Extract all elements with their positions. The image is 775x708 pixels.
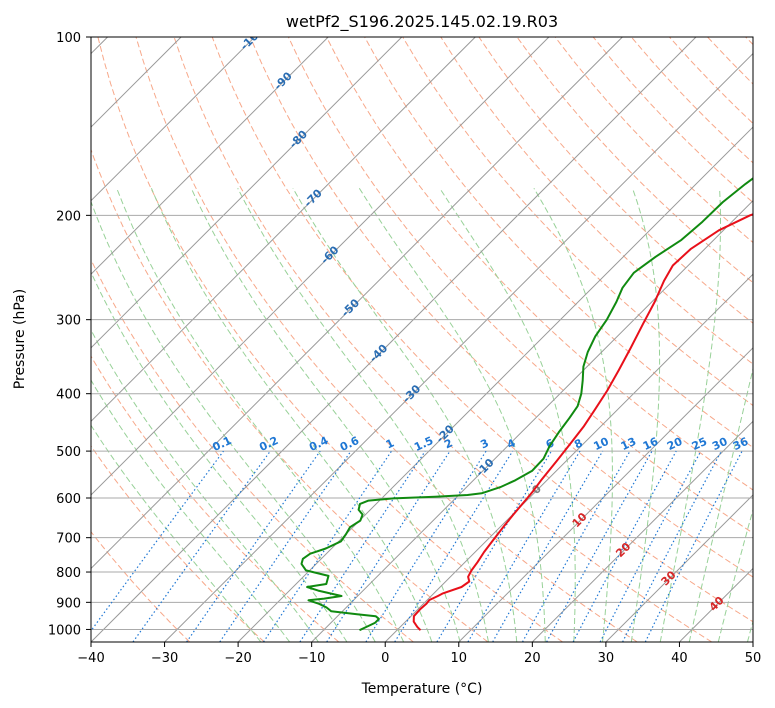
moist-adiabat — [91, 271, 348, 642]
dry-adiabat — [326, 37, 753, 491]
moist-adiabat — [533, 187, 613, 642]
y-axis: 100 200 300 400 500 600 700 800 900 1000 — [48, 31, 91, 638]
x-tick-label: −40 — [77, 651, 104, 666]
y-tick-label: 100 — [56, 31, 81, 46]
mixing-ratio-line — [546, 450, 653, 642]
isotherm — [458, 347, 753, 642]
mixing-ratio-label: 30 — [710, 435, 730, 453]
moist-adiabat — [91, 424, 262, 642]
x-tick-label: 40 — [671, 651, 688, 666]
isotherm — [91, 37, 329, 275]
mixing-ratio-label: 36 — [731, 435, 751, 453]
x-tick-label: −10 — [298, 651, 325, 666]
mixing-ratio-line — [91, 450, 224, 632]
dry-adiabat — [97, 37, 563, 642]
x-tick-label: 0 — [381, 651, 389, 666]
moist-adiabat — [717, 507, 753, 642]
mixing-ratio-line — [186, 450, 321, 642]
dewpoint-line — [300, 177, 753, 632]
y-tick-label: 800 — [56, 566, 81, 581]
isotherm — [605, 494, 753, 642]
y-tick-label: 900 — [56, 596, 81, 611]
temperature-line — [412, 213, 753, 631]
x-tick-label: 50 — [745, 651, 762, 666]
y-tick-label: 400 — [56, 388, 81, 403]
isotherm — [237, 126, 753, 642]
dry-adiabat — [211, 37, 753, 623]
x-tick-label: −30 — [151, 651, 178, 666]
mixing-ratio-label: 20 — [665, 435, 685, 453]
chart-title: wetPf2_S196.2025.145.02.19.R03 — [286, 12, 558, 32]
isotherm — [531, 420, 753, 642]
y-axis-label: Pressure (hPa) — [12, 289, 28, 389]
moist-adiabat — [91, 379, 291, 642]
isotherm — [91, 37, 403, 349]
dry-adiabat — [402, 37, 753, 407]
isotherm — [311, 199, 753, 642]
background-lines — [91, 37, 753, 642]
moist-adiabat — [190, 187, 461, 642]
mixing-ratio-line — [644, 450, 743, 642]
dry-adiabat — [91, 531, 191, 642]
y-tick-label: 200 — [56, 209, 81, 224]
dry-adiabat — [516, 37, 753, 284]
y-tick-label: 1000 — [48, 623, 81, 638]
moist-adiabat — [150, 188, 433, 642]
moist-adiabat — [439, 187, 576, 642]
mixing-ratio-line — [299, 450, 426, 642]
moist-adiabat — [688, 366, 753, 642]
isotherm — [91, 37, 697, 642]
y-tick-label: 700 — [56, 532, 81, 547]
x-tick-label: 30 — [598, 651, 615, 666]
x-tick-label: 20 — [524, 651, 541, 666]
plot-frame — [90, 36, 754, 643]
mixing-ratio-label: 10 — [592, 435, 612, 453]
profile-lines — [300, 177, 753, 632]
isotherm — [91, 37, 550, 496]
x-tick-label: 10 — [451, 651, 468, 666]
dry-adiabat — [91, 148, 489, 642]
y-tick-label: 300 — [56, 314, 81, 329]
y-tick-label: 500 — [56, 445, 81, 460]
mixing-ratio-line — [262, 450, 392, 642]
mixing-ratio-label: 16 — [641, 435, 661, 453]
mixing-ratio-line — [219, 450, 352, 642]
mixing-ratio-line — [132, 450, 271, 642]
mixing-ratio-line — [394, 450, 514, 642]
moist-adiabat — [292, 187, 518, 642]
mixing-ratio-label: 25 — [690, 435, 709, 453]
moist-adiabat — [116, 188, 405, 642]
mixing-ratio-line — [326, 450, 451, 642]
isotherm — [752, 641, 753, 642]
dry-adiabat — [440, 37, 753, 365]
dry-adiabat — [249, 37, 753, 578]
isotherm — [91, 37, 256, 202]
moist-adiabat — [630, 188, 661, 642]
moist-adiabat — [91, 328, 319, 642]
mixing-ratio-line — [572, 450, 677, 642]
plot-background — [91, 37, 753, 642]
x-tick-label: −20 — [224, 651, 251, 666]
isotherm — [164, 52, 753, 642]
x-axis: −40 −30 −20 −10 0 10 20 30 40 50 — [77, 642, 761, 666]
y-tick-label: 600 — [56, 492, 81, 507]
mixing-ratio-label: 13 — [619, 435, 638, 453]
moist-adiabat — [91, 200, 376, 642]
dry-adiabat — [91, 445, 265, 642]
moist-adiabat — [358, 187, 546, 642]
dry-adiabat — [91, 355, 340, 642]
mixing-ratio-line — [521, 450, 631, 642]
moist-adiabat — [237, 187, 489, 642]
isotherm — [91, 37, 476, 423]
isotherm — [384, 273, 753, 642]
x-axis-label: Temperature (°C) — [361, 681, 483, 697]
isotherm — [91, 37, 623, 570]
moist-adiabat — [659, 188, 721, 642]
